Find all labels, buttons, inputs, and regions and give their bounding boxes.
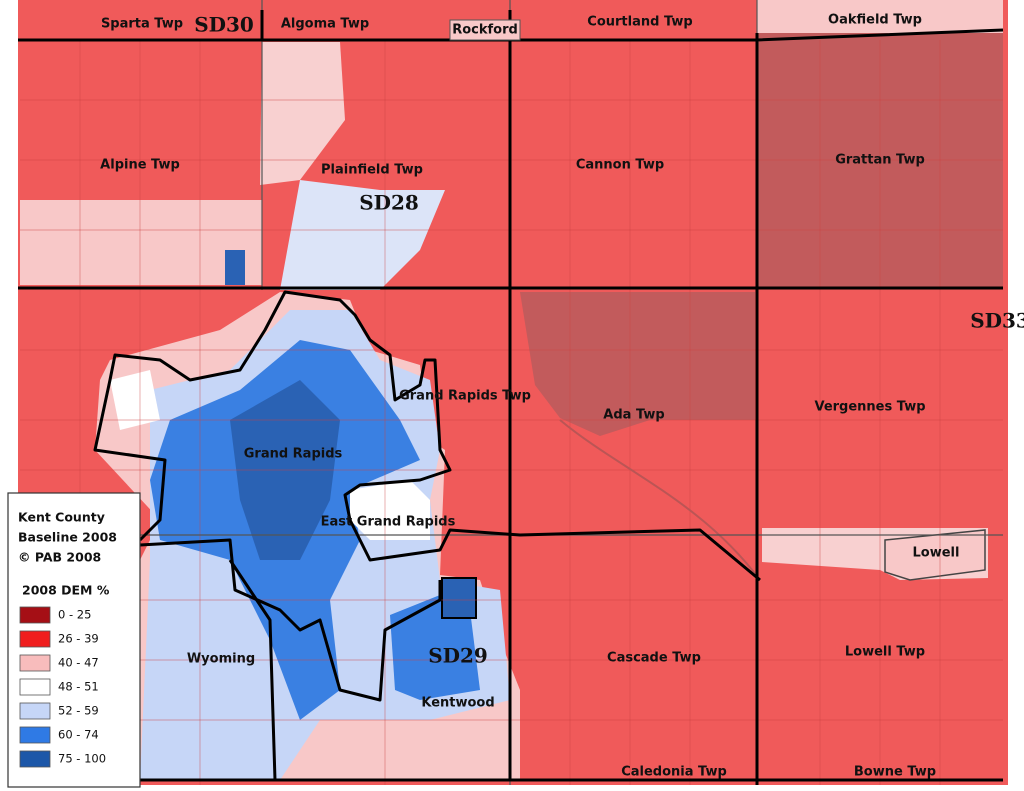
place-label: Grand Rapids Twp xyxy=(399,389,531,404)
place-label: Algoma Twp xyxy=(281,17,369,32)
kentwood-blue xyxy=(390,595,480,700)
legend-label: 52 - 59 xyxy=(58,704,99,718)
district-label: SD28 xyxy=(359,191,419,215)
legend: Kent County Baseline 2008 © PAB 2008 2008 D… xyxy=(7,492,141,788)
legend-heading: 2008 DEM % xyxy=(22,583,110,598)
place-label: Bowne Twp xyxy=(854,765,936,780)
place-label: Grand Rapids xyxy=(244,447,343,462)
district-label: SD29 xyxy=(428,644,488,668)
plainfield-west xyxy=(260,42,345,185)
district-label: SD30 xyxy=(194,13,254,37)
legend-swatch xyxy=(19,678,51,696)
plainfield-blue xyxy=(280,180,445,290)
legend-swatch xyxy=(19,606,51,624)
district-lines xyxy=(18,10,1004,785)
gr-boundary xyxy=(93,290,761,582)
place-label: Cannon Twp xyxy=(576,158,664,173)
legend-label: 75 - 100 xyxy=(58,752,106,766)
egr-white xyxy=(350,480,430,540)
rockford-box xyxy=(449,19,521,41)
legend-swatch xyxy=(19,750,51,768)
place-label: Courtland Twp xyxy=(587,15,692,30)
alpine-south xyxy=(20,200,262,285)
kentwood-dark xyxy=(441,577,477,619)
district-boundaries xyxy=(18,10,1004,785)
place-label: Wyoming xyxy=(187,652,255,667)
ada-area xyxy=(520,292,755,436)
legend-line: © PAB 2008 xyxy=(18,550,101,565)
river xyxy=(559,419,761,581)
legend-label: 0 - 25 xyxy=(58,608,91,622)
legend-label: 48 - 51 xyxy=(58,680,99,694)
place-label: Sparta Twp xyxy=(101,17,183,32)
place-label: Oakfield Twp xyxy=(828,13,922,28)
place-label: Alpine Twp xyxy=(100,158,180,173)
place-label: Caledonia Twp xyxy=(621,765,727,780)
place-label: Cascade Twp xyxy=(607,651,701,666)
legend-line: Baseline 2008 xyxy=(18,530,117,545)
legend-label: 60 - 74 xyxy=(58,728,99,742)
labels: Sparta Twp Algoma Twp Rockford Courtland Tw… xyxy=(100,13,1024,780)
place-label: Grattan Twp xyxy=(835,153,925,168)
north-blue xyxy=(225,250,245,285)
legend-line: Kent County xyxy=(18,510,105,525)
place-label: Lowell Twp xyxy=(845,645,925,660)
legend-swatch xyxy=(19,654,51,672)
west-white xyxy=(110,370,160,430)
place-label: Kentwood xyxy=(421,696,494,711)
district-label: SD33 xyxy=(970,309,1024,333)
place-label: Ada Twp xyxy=(603,408,664,423)
place-label: East Grand Rapids xyxy=(321,515,456,530)
oakfield-area xyxy=(757,0,1003,33)
lowell-city xyxy=(884,529,986,581)
place-label: Vergennes Twp xyxy=(814,400,925,415)
legend-label: 26 - 39 xyxy=(58,632,99,646)
place-label: Lowell xyxy=(913,546,960,561)
place-label: Plainfield Twp xyxy=(321,163,423,178)
legend-label: 40 - 47 xyxy=(58,656,99,670)
place-label: Rockford xyxy=(452,23,518,38)
road-lines-v xyxy=(79,40,941,785)
legend-swatch xyxy=(19,726,51,744)
legend-swatch xyxy=(19,702,51,720)
legend-swatch xyxy=(19,630,51,648)
sd29-boundary xyxy=(139,538,442,702)
wyoming-boundary xyxy=(228,559,277,781)
